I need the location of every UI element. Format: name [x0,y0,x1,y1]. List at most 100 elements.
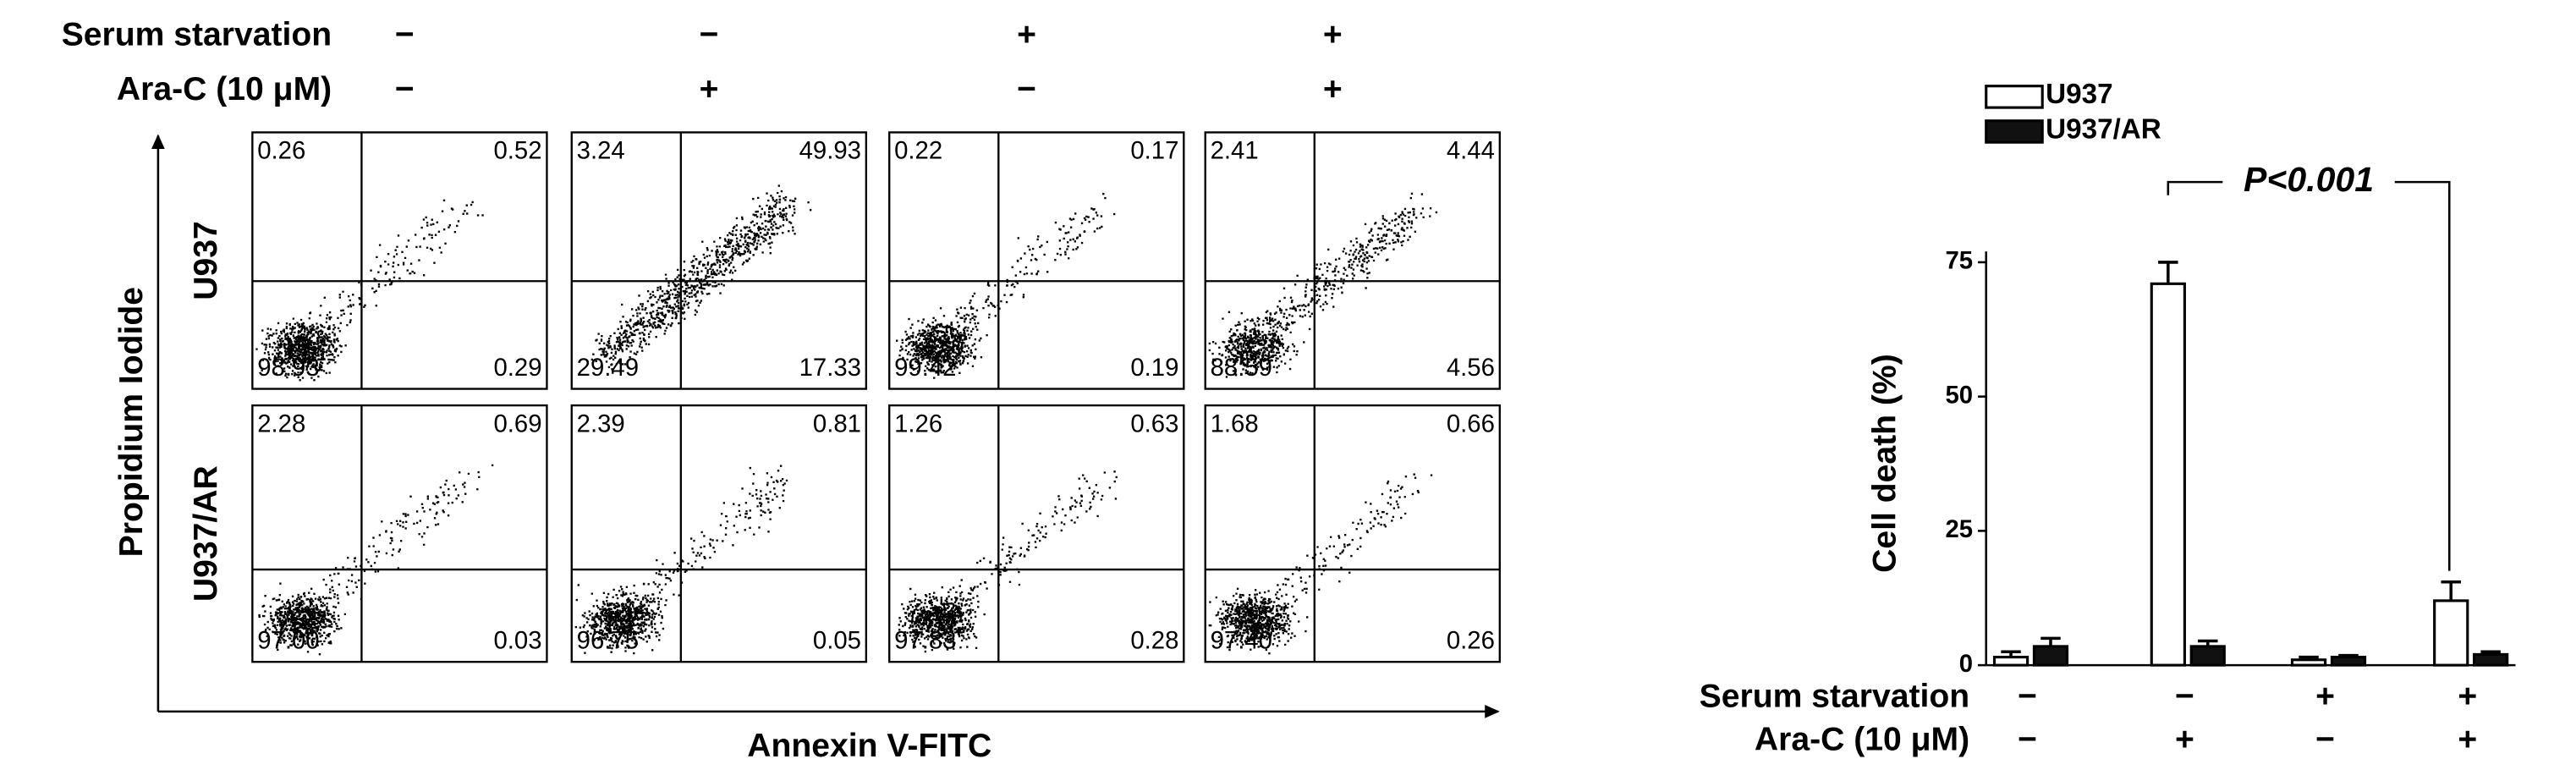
bar [2433,599,2469,667]
quadrant-value: 88.59 [1211,354,1272,382]
condition-sign: + [1323,71,1343,107]
bar [2290,658,2327,667]
error-bar [2338,653,2359,657]
event-cloud [1208,473,1433,655]
quadrant-value: 97.83 [894,626,956,654]
quadrant-value: 49.93 [799,137,861,165]
quadrant-value: 0.03 [493,626,541,654]
quadrant-value: 29.49 [577,354,639,382]
y-tick-label: 25 [1945,515,1973,543]
quadrant-value: 1.26 [894,410,942,437]
condition-label: Ara-C (10 μM) [1755,721,1969,757]
legend-swatch [1985,119,2044,144]
quadrant-value: 96.75 [577,626,639,654]
quadrant-value: 98.93 [257,354,319,382]
error-bar [2441,580,2461,601]
y-tick-label: 50 [1945,381,1973,409]
event-cloud [574,465,788,655]
event-cloud [898,470,1118,653]
quadrant-value: 0.26 [257,137,305,165]
quadrant-value: 0.19 [1130,354,1178,382]
bar [2330,656,2367,667]
condition-sign: − [2018,679,2037,715]
condition-sign: − [2175,679,2194,715]
quadrant-value: 0.28 [1130,626,1178,654]
quadrant-value: 0.52 [493,137,541,165]
condition-sign: + [1323,16,1343,52]
bar [1992,656,2029,667]
quadrant-value: 2.28 [257,410,305,437]
error-bar [2198,639,2218,646]
condition-label: Ara-C (10 μM) [117,71,332,107]
error-bar [2001,650,2021,657]
condition-sign: − [395,71,415,107]
plot-frame [570,404,868,663]
condition-sign: + [2458,679,2477,715]
condition-sign: + [2315,679,2335,715]
quadrant-value: 4.56 [1447,354,1495,382]
plot-frame [251,404,548,663]
error-bar [2040,636,2061,646]
row-label: U937/AR [188,465,224,602]
event-cloud [258,464,494,656]
quadrant-value: 4.44 [1447,137,1495,165]
condition-sign: + [1017,16,1036,52]
y-tick-label: 75 [1945,247,1973,275]
condition-sign: + [2175,721,2194,757]
plot-frame [888,404,1185,663]
plot-frame [1204,404,1501,663]
p-value: P<0.001 [2244,160,2374,199]
quadrant-value: 0.81 [813,410,861,437]
quadrant-value: 0.29 [493,354,541,382]
y-tick-label: 0 [1959,650,1973,678]
event-cloud [1208,192,1438,378]
condition-sign: − [2018,721,2037,757]
quadrant-value: 97.00 [257,626,319,654]
significance-bracket [2167,180,2451,571]
event-cloud [896,193,1116,379]
condition-sign: − [2315,721,2335,757]
quadrant-value: 2.39 [577,410,625,437]
legend-label: U937/AR [2046,113,2161,145]
condition-sign: − [1017,71,1036,107]
row-label: U937 [188,221,224,300]
bar [2189,645,2226,667]
quadrant-value: 0.22 [894,137,942,165]
condition-label: Serum starvation [1700,679,1970,715]
plot-frame [888,131,1185,390]
plot-frame [251,131,548,390]
y-axis-label: Cell death (%) [1867,354,1903,573]
condition-sign: − [395,16,415,52]
legend-label: U937 [2046,79,2112,110]
condition-label: Serum starvation [62,16,332,52]
condition-sign: + [2458,721,2477,757]
quadrant-value: 0.69 [493,410,541,437]
quadrant-value: 0.66 [1447,410,1495,437]
legend-swatch [1985,85,2044,109]
bar [2032,645,2069,667]
error-bar [2480,650,2501,655]
plot-frame [1204,131,1501,390]
quadrant-value: 97.40 [1211,626,1272,654]
condition-sign: + [700,71,719,107]
x-axis-label: Annexin V-FITC [747,728,991,764]
event-cloud [590,184,812,374]
quadrant-value: 3.24 [577,137,625,165]
error-bar [2158,261,2178,284]
quadrant-value: 1.68 [1211,410,1259,437]
quadrant-value: 17.33 [799,354,861,382]
event-cloud [255,199,484,382]
quadrant-value: 99.42 [894,354,956,382]
condition-sign: − [700,16,719,52]
error-bar [2299,655,2319,660]
bar [2473,652,2509,667]
quadrant-value: 0.05 [813,626,861,654]
quadrant-value: 0.63 [1130,410,1178,437]
y-axis-label: Propidium Iodide [113,287,150,557]
quadrant-value: 0.26 [1447,626,1495,654]
quadrant-value: 0.17 [1130,137,1178,165]
bar [2150,282,2186,667]
quadrant-value: 2.41 [1211,137,1259,165]
plot-frame [570,131,868,390]
